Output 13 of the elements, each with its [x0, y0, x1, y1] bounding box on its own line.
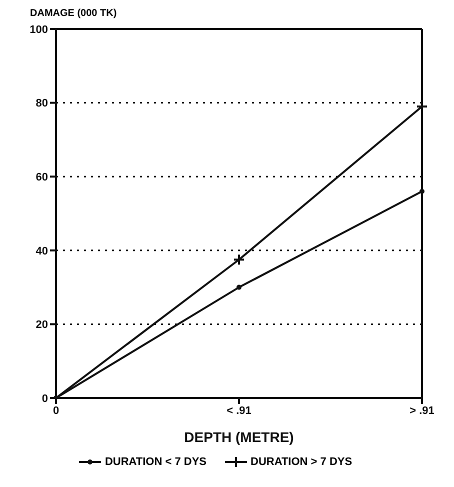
y-tick-label: 80	[36, 98, 48, 110]
x-axis-title: DEPTH (METRE)	[184, 429, 294, 445]
y-tick-label: 0	[42, 392, 48, 405]
legend-label: DURATION < 7 DYS	[104, 456, 206, 468]
legend-label: DURATION > 7 DYS	[250, 456, 352, 468]
x-tick-label: 0	[52, 404, 60, 417]
y-tick-label: 100	[30, 24, 48, 36]
x-tick-label: > .91	[410, 404, 434, 417]
y-tick-label: 60	[36, 172, 48, 184]
y-axis-title: DAMAGE (000 TK)	[30, 8, 117, 19]
y-tick-label: 20	[36, 319, 48, 332]
y-tick-label: 40	[36, 245, 48, 258]
x-tick-label: < .91	[226, 404, 252, 417]
